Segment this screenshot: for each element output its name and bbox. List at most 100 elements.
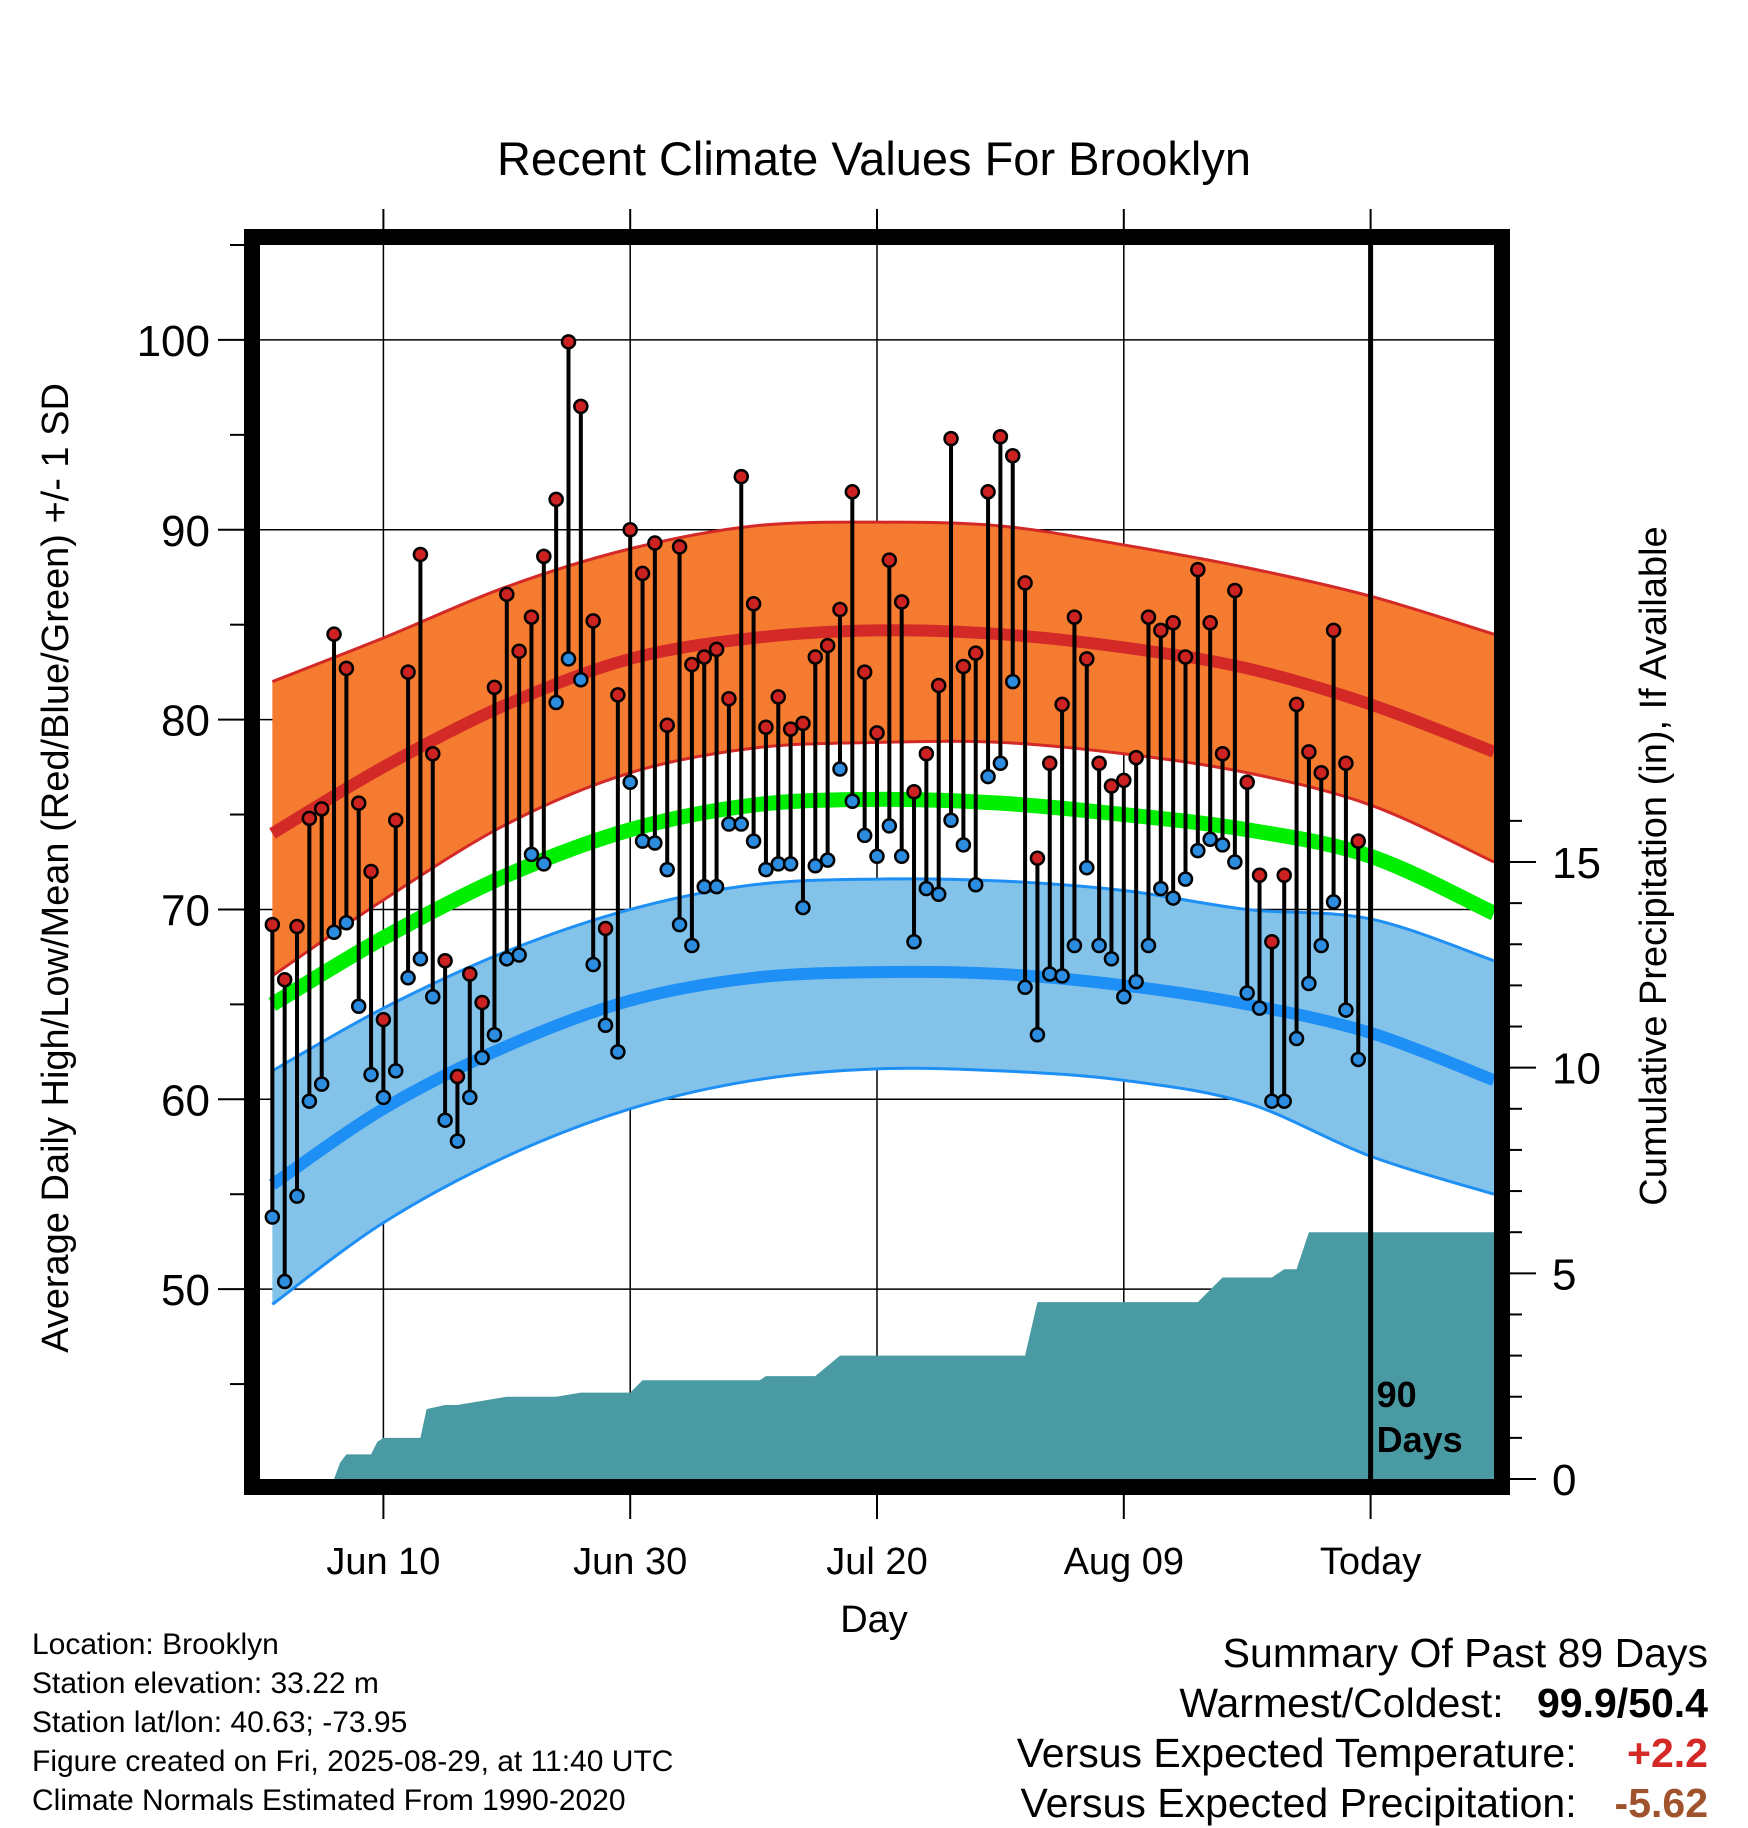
daily-low-point <box>350 998 367 1015</box>
daily-low-point <box>425 989 441 1005</box>
daily-low-point <box>474 1049 490 1066</box>
daily-high-point <box>462 966 478 982</box>
daily-low-point <box>659 861 675 878</box>
plot-content <box>260 245 1494 1479</box>
daily-high-point <box>276 971 293 988</box>
y-tick-label: 80 <box>161 697 210 746</box>
daily-high-point <box>585 613 601 629</box>
daily-low-point <box>844 793 861 809</box>
warm-cold-value: 99.9/50.4 <box>1537 1680 1708 1726</box>
daily-low-point <box>610 1044 626 1060</box>
daily-low-point <box>1264 1093 1280 1109</box>
daily-high-point <box>1313 765 1329 781</box>
daily-low-point <box>301 1093 318 1109</box>
daily-high-point <box>1239 774 1255 791</box>
y-tick-label: 90 <box>161 507 210 556</box>
daily-low-point <box>1338 1002 1354 1018</box>
daily-low-point <box>363 1066 379 1083</box>
daily-low-point <box>1325 894 1342 910</box>
daily-low-point <box>1227 854 1243 870</box>
daily-high-point <box>1301 744 1317 760</box>
daily-low-point <box>1042 966 1058 982</box>
daily-high-point <box>1140 609 1157 625</box>
y-tick-label: 60 <box>161 1076 210 1125</box>
daily-high-point <box>1350 833 1367 849</box>
daily-low-point <box>992 755 1009 772</box>
daily-high-point <box>745 596 762 612</box>
daily-high-point <box>338 660 355 677</box>
daily-low-point <box>573 671 589 688</box>
daily-low-point <box>412 951 429 967</box>
daily-high-point <box>1128 749 1144 766</box>
precip-label: Versus Expected Precipitation: <box>1020 1780 1577 1826</box>
daily-low-point <box>499 951 515 967</box>
low-sd-band <box>272 878 1494 1305</box>
daily-low-point <box>708 878 725 895</box>
daily-high-point <box>350 795 367 811</box>
warm-cold-label: Warmest/Coldest: <box>1179 1680 1504 1726</box>
daily-low-point <box>1029 1027 1046 1043</box>
summary-panel: Summary Of Past 89 Days Warmest/Coldest:… <box>1017 1628 1708 1828</box>
daily-low-point <box>671 916 688 933</box>
daily-high-point <box>474 994 490 1011</box>
daily-low-point <box>548 694 564 711</box>
daily-high-point <box>437 952 453 969</box>
daily-high-point <box>597 920 614 937</box>
daily-high-point <box>363 863 379 880</box>
x-tick-label: Jun 30 <box>573 1541 687 1583</box>
daily-high-point <box>733 468 750 485</box>
daily-low-point <box>881 818 898 834</box>
daily-low-point <box>1177 871 1194 887</box>
daily-low-point <box>1091 937 1107 954</box>
daily-high-point <box>1177 649 1194 665</box>
daily-high-point <box>1288 696 1305 713</box>
y2-tick-label: 0 <box>1552 1456 1576 1505</box>
daily-low-point <box>807 858 824 874</box>
daily-low-point <box>1313 937 1329 954</box>
daily-low-point <box>1350 1051 1367 1068</box>
daily-high-point <box>610 687 626 703</box>
daily-low-point <box>1276 1093 1292 1109</box>
daily-low-point <box>1004 673 1021 690</box>
daily-low-point <box>1116 989 1132 1005</box>
daily-high-point <box>819 637 836 654</box>
daily-low-point <box>585 956 601 973</box>
y-tick-label: 50 <box>161 1266 210 1315</box>
precip-cumulative-area <box>260 1232 1494 1479</box>
daily-high-point <box>1029 850 1046 866</box>
daily-high-point <box>301 810 318 827</box>
daily-low-point <box>387 1063 404 1079</box>
daily-low-point <box>338 915 355 931</box>
daily-high-point <box>573 398 589 415</box>
normals-text: Climate Normals Estimated From 1990-2020 <box>32 1784 626 1817</box>
y-tick-label: 100 <box>137 317 210 366</box>
daily-low-point <box>375 1089 392 1106</box>
daily-high-point <box>548 491 564 508</box>
daily-high-point <box>412 546 429 563</box>
daily-high-point <box>1054 696 1070 713</box>
daily-high-point <box>967 645 984 661</box>
daily-high-point <box>1325 622 1342 639</box>
warm-cold-row: Warmest/Coldest: 99.9/50.4 <box>1017 1678 1708 1728</box>
daily-low-point <box>819 852 836 868</box>
chart-title: Recent Climate Values For Brooklyn <box>497 132 1251 185</box>
daily-high-point <box>980 484 996 500</box>
elevation-text: Station elevation: 33.22 m <box>32 1667 379 1700</box>
daily-high-point <box>634 565 651 582</box>
station-info: Location: Brooklyn Station elevation: 33… <box>32 1625 673 1820</box>
daily-high-point <box>696 649 712 665</box>
daily-low-point <box>733 816 750 832</box>
daily-low-point <box>289 1188 305 1204</box>
x-axis-label: Day <box>840 1599 908 1641</box>
daily-low-point <box>462 1089 478 1106</box>
daily-high-point <box>1190 561 1206 578</box>
daily-high-point <box>1079 651 1095 667</box>
daily-high-point <box>1202 615 1218 631</box>
daily-low-point <box>918 880 935 897</box>
daily-high-point <box>807 649 824 665</box>
daily-low-point <box>647 835 663 851</box>
daily-low-point <box>955 837 972 853</box>
today-days-label: Days <box>1377 1419 1463 1460</box>
daily-high-point <box>671 539 688 555</box>
